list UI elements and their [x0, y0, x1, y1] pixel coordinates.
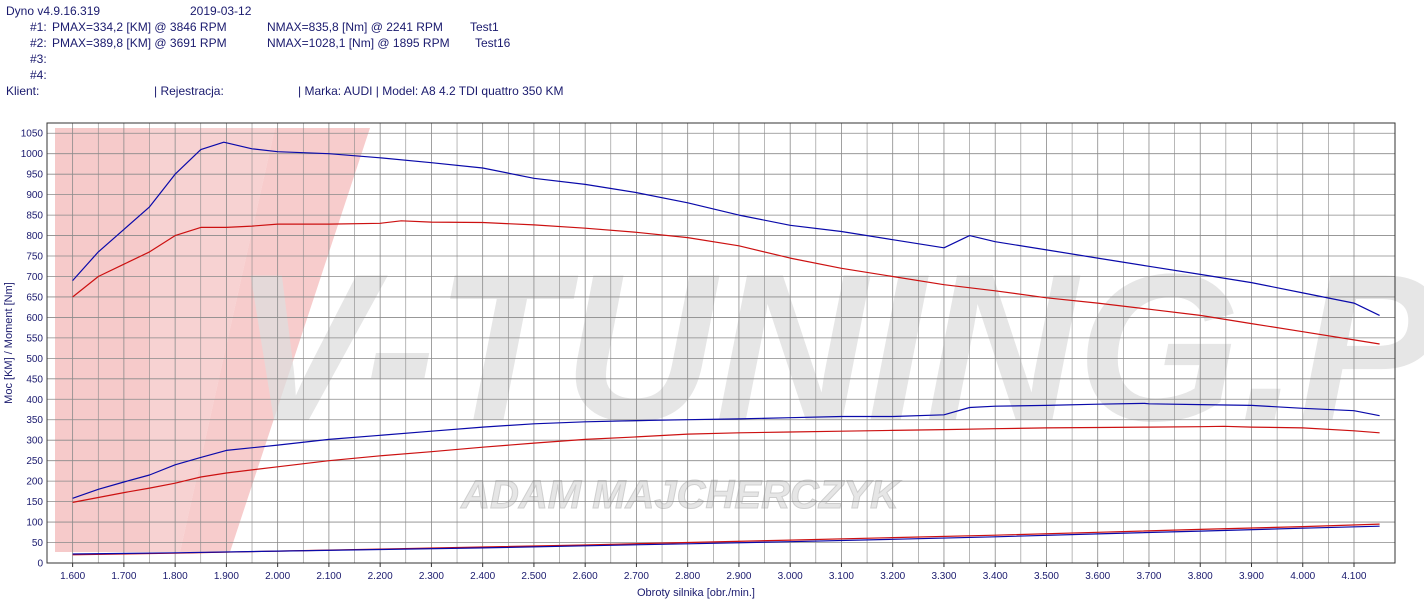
x-tick-label: 1.600: [60, 571, 85, 582]
series-run2-torque: [72, 141, 1380, 316]
y-tick-label: 650: [26, 292, 43, 303]
registration-label: | Rejestracja:: [154, 84, 224, 98]
x-tick-label: 3.300: [931, 571, 956, 582]
x-axis-label: Obroty silnika [obr./min.]: [637, 587, 755, 599]
x-tick-label: 1.800: [163, 571, 188, 582]
x-tick-label: 2.600: [573, 571, 598, 582]
watermark: V-TUNING.PLADAM MAJCHERCZYK: [55, 128, 1424, 552]
run-2-name: Test16: [475, 36, 511, 50]
app-version: Dyno v4.9.16.319: [6, 4, 101, 18]
y-tick-label: 800: [26, 231, 43, 242]
y-tick-label: 0: [37, 559, 43, 570]
run-1-number: #1:: [30, 20, 47, 34]
y-tick-label: 1000: [21, 149, 44, 160]
x-axis-ticks: 1.600 1.700 1.800 1.900 2.000 2.100 2.200 2.300…: [60, 563, 1367, 582]
series-run2-loss: [72, 525, 1380, 555]
x-tick-label: 3.800: [1188, 571, 1213, 582]
x-tick-label: 2.000: [265, 571, 290, 582]
y-tick-label: 400: [26, 395, 43, 406]
run-2-number: #2:: [30, 36, 47, 50]
series-run1-loss: [72, 523, 1380, 556]
vehicle-info: | Marka: AUDI | Model: A8 4.2 TDI quattr…: [298, 84, 564, 98]
y-tick-label: 700: [26, 272, 43, 283]
x-tick-label: 3.600: [1085, 571, 1110, 582]
watermark-sub-text: ADAM MAJCHERCZYK: [460, 473, 902, 517]
x-tick-label: 1.700: [111, 571, 136, 582]
watermark-v-stroke: [180, 128, 370, 552]
series-run1-power: [72, 425, 1380, 503]
x-tick-label: 3.900: [1239, 571, 1264, 582]
y-tick-label: 300: [26, 436, 43, 447]
x-tick-label: 3.700: [1136, 571, 1161, 582]
test-date: 2019-03-12: [190, 4, 252, 18]
x-tick-label: 4.000: [1290, 571, 1315, 582]
run-2-pmax: PMAX=389,8 [KM] @ 3691 RPM: [52, 36, 227, 50]
chart-grid: [47, 123, 1395, 564]
y-tick-label: 1050: [21, 129, 44, 140]
plot-frame: [46, 122, 1396, 564]
run-3-number: #3:: [30, 52, 47, 66]
x-tick-label: 2.400: [470, 571, 495, 582]
y-tick-label: 600: [26, 313, 43, 324]
x-tick-label: 3.100: [829, 571, 854, 582]
x-tick-label: 2.500: [521, 571, 546, 582]
x-tick-label: 2.900: [726, 571, 751, 582]
x-tick-label: 3.400: [983, 571, 1008, 582]
y-tick-label: 450: [26, 374, 43, 385]
y-tick-label: 150: [26, 497, 43, 508]
x-tick-label: 1.900: [214, 571, 239, 582]
x-tick-label: 4.100: [1341, 571, 1366, 582]
run-1-name: Test1: [470, 20, 499, 34]
x-tick-label: 2.100: [316, 571, 341, 582]
y-axis-label: Moc [KM] / Moment [Nm]: [3, 282, 15, 404]
y-tick-label: 950: [26, 170, 43, 181]
watermark-band-left: [55, 128, 150, 552]
x-tick-label: 2.700: [624, 571, 649, 582]
y-tick-label: 350: [26, 415, 43, 426]
y-axis-ticks: 0 50 100 150 200 250 300 350 400 450 500 550 600 650 7…: [21, 129, 44, 570]
series-run2-power: [72, 402, 1380, 499]
run-1-nmax: NMAX=835,8 [Nm] @ 2241 RPM: [267, 20, 443, 34]
y-tick-label: 100: [26, 518, 43, 529]
y-tick-label: 200: [26, 477, 43, 488]
y-tick-label: 900: [26, 190, 43, 201]
x-tick-label: 2.800: [675, 571, 700, 582]
x-tick-label: 2.200: [368, 571, 393, 582]
run-2-nmax: NMAX=1028,1 [Nm] @ 1895 RPM: [267, 36, 450, 50]
x-tick-label: 3.200: [880, 571, 905, 582]
y-tick-label: 250: [26, 456, 43, 467]
x-tick-label: 3.500: [1034, 571, 1059, 582]
y-tick-label: 850: [26, 211, 43, 222]
x-tick-label: 3.000: [778, 571, 803, 582]
y-tick-label: 550: [26, 333, 43, 344]
y-tick-label: 500: [26, 354, 43, 365]
client-label: Klient:: [6, 84, 40, 98]
series-run1-torque: [72, 220, 1380, 345]
run-4-number: #4:: [30, 68, 47, 82]
chart-series: [72, 141, 1380, 556]
y-tick-label: 50: [32, 538, 44, 549]
x-tick-label: 2.300: [419, 571, 444, 582]
y-tick-label: 750: [26, 252, 43, 263]
run-1-pmax: PMAX=334,2 [KM] @ 3846 RPM: [52, 20, 227, 34]
